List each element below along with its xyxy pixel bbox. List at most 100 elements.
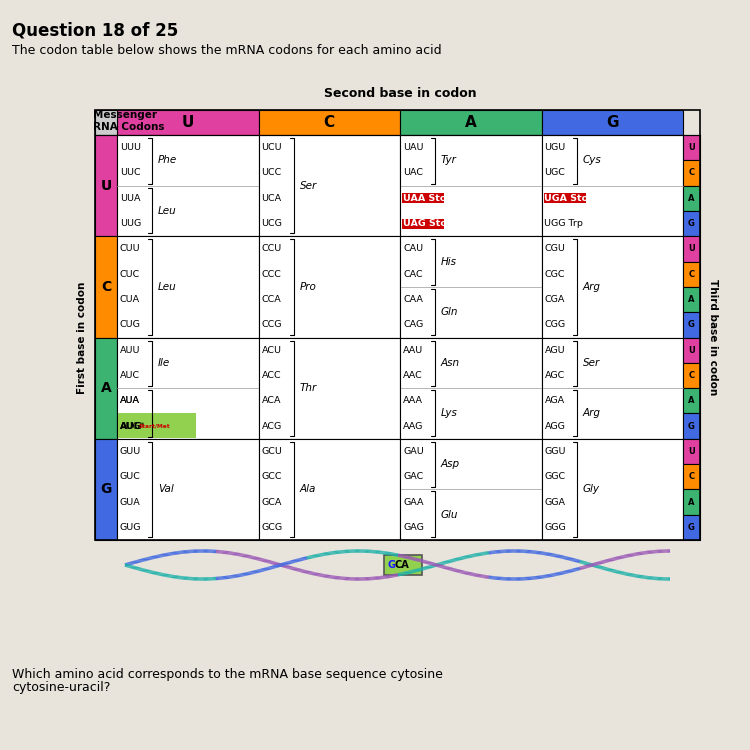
Text: UUG: UUG — [120, 219, 141, 228]
Text: Leu: Leu — [158, 282, 177, 292]
Text: C: C — [100, 280, 111, 294]
Text: UGG Trp: UGG Trp — [544, 219, 584, 228]
Bar — [542, 236, 683, 338]
Text: GCU: GCU — [262, 447, 282, 456]
Text: GUU: GUU — [120, 447, 141, 456]
Bar — [402, 194, 444, 203]
Text: Second base in codon: Second base in codon — [324, 87, 476, 100]
Text: GAG: GAG — [403, 523, 424, 532]
Text: UAA Stop: UAA Stop — [403, 194, 453, 202]
Text: Cys: Cys — [583, 155, 602, 165]
Bar — [683, 490, 700, 514]
Text: Arg: Arg — [583, 409, 601, 419]
Bar — [259, 338, 400, 439]
Text: Glu: Glu — [441, 510, 458, 520]
Text: CAG: CAG — [403, 320, 423, 329]
Text: Which amino acid corresponds to the mRNA base sequence cytosine: Which amino acid corresponds to the mRNA… — [12, 668, 442, 681]
Bar — [95, 110, 117, 135]
Text: AAU: AAU — [403, 346, 423, 355]
Text: CGG: CGG — [544, 320, 566, 329]
Text: A: A — [688, 295, 694, 304]
Bar — [95, 135, 117, 236]
Text: C: C — [688, 270, 694, 279]
Bar — [117, 135, 259, 236]
Text: GGU: GGU — [544, 447, 566, 456]
Text: Asp: Asp — [441, 459, 460, 469]
Text: Asn: Asn — [441, 358, 460, 368]
Text: Gly: Gly — [583, 484, 599, 494]
Text: C: C — [688, 169, 694, 178]
Bar — [683, 338, 700, 363]
Text: CCU: CCU — [262, 244, 282, 254]
Text: U: U — [688, 346, 694, 355]
Bar — [400, 110, 542, 135]
Text: Ala: Ala — [299, 484, 316, 494]
Text: AAG: AAG — [403, 422, 423, 430]
Text: U: U — [688, 244, 694, 254]
Text: U: U — [688, 447, 694, 456]
Text: AGA: AGA — [544, 396, 565, 405]
Text: CAC: CAC — [403, 270, 423, 279]
Text: CA: CA — [394, 560, 410, 570]
Text: AUU: AUU — [120, 346, 140, 355]
Bar — [683, 439, 700, 464]
Text: G: G — [688, 422, 695, 430]
Text: AUA: AUA — [120, 396, 140, 405]
Text: Question 18 of 25: Question 18 of 25 — [12, 22, 178, 40]
Text: G: G — [688, 219, 695, 228]
Bar — [95, 110, 700, 540]
Text: A: A — [688, 396, 694, 405]
Text: RNA Codons: RNA Codons — [93, 122, 164, 133]
Text: CUG: CUG — [120, 320, 141, 329]
Text: GAC: GAC — [403, 472, 423, 482]
Bar — [400, 236, 542, 338]
Text: UGA Stop: UGA Stop — [544, 194, 596, 202]
Bar — [400, 135, 542, 236]
Text: ACG: ACG — [262, 422, 282, 430]
Text: The codon table below shows the mRNA codons for each amino acid: The codon table below shows the mRNA cod… — [12, 44, 442, 57]
Text: G: G — [688, 320, 695, 329]
Bar — [683, 312, 700, 338]
Text: AAA: AAA — [403, 396, 423, 405]
Text: Leu: Leu — [158, 206, 177, 216]
Bar — [683, 236, 700, 262]
Bar — [117, 236, 259, 338]
Bar — [95, 439, 117, 540]
Text: Start/Met: Start/Met — [139, 424, 170, 428]
Text: AUC: AUC — [120, 371, 140, 380]
Text: G: G — [100, 482, 112, 496]
Bar — [683, 135, 700, 160]
Text: CCC: CCC — [262, 270, 281, 279]
Text: GCA: GCA — [262, 497, 282, 506]
Text: UGU: UGU — [544, 143, 566, 152]
Bar — [544, 194, 586, 203]
Text: A: A — [688, 194, 694, 202]
Text: C: C — [688, 371, 694, 380]
Text: Messenger: Messenger — [93, 110, 157, 119]
Text: A: A — [465, 115, 477, 130]
Text: G: G — [688, 523, 695, 532]
Text: Thr: Thr — [299, 383, 316, 393]
Text: UCC: UCC — [262, 169, 282, 178]
Bar — [683, 287, 700, 312]
Text: GGC: GGC — [544, 472, 566, 482]
Text: UUC: UUC — [120, 169, 141, 178]
Bar — [683, 514, 700, 540]
Text: GGA: GGA — [544, 497, 566, 506]
Bar — [683, 363, 700, 388]
Text: Ser: Ser — [583, 358, 600, 368]
Bar — [683, 211, 700, 236]
Text: UAU: UAU — [403, 143, 424, 152]
Bar — [402, 218, 444, 229]
Text: AUG*: AUG* — [120, 422, 146, 430]
Text: AUA: AUA — [120, 396, 140, 405]
Text: CGC: CGC — [544, 270, 565, 279]
Bar — [683, 388, 700, 413]
Text: AGG: AGG — [544, 422, 566, 430]
Bar — [259, 439, 400, 540]
Bar — [117, 338, 259, 439]
Text: A: A — [688, 497, 694, 506]
Text: CGU: CGU — [544, 244, 566, 254]
Bar — [542, 135, 683, 236]
Text: CAA: CAA — [403, 295, 423, 304]
